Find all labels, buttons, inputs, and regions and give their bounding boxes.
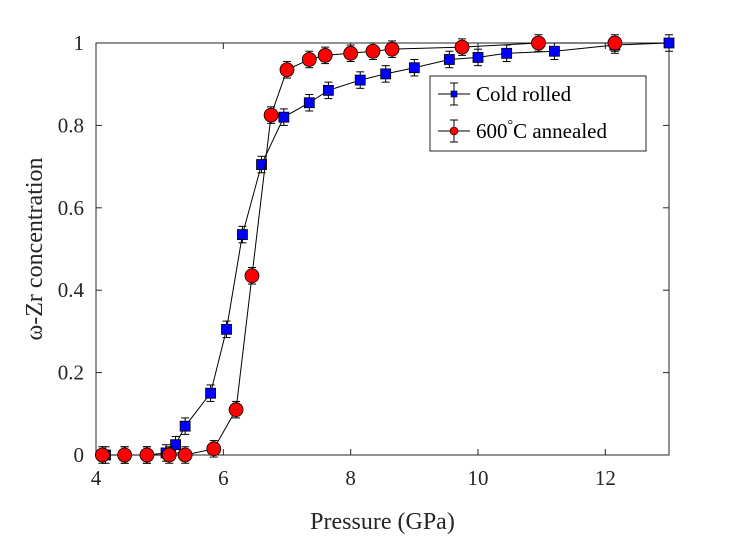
legend-box <box>429 75 647 152</box>
legend-label-annealed: 600°C annealed <box>476 118 607 143</box>
data-point-annealed <box>263 107 279 123</box>
data-point-cold-rolled <box>549 45 560 57</box>
data-point-annealed <box>244 268 260 284</box>
data-point-cold-rolled <box>170 439 181 451</box>
y-tick-label: 1 <box>74 31 85 55</box>
data-point-cold-rolled <box>380 68 392 80</box>
legend-label-degree-sup: ° <box>508 118 514 133</box>
data-point-cold-rolled <box>354 74 366 86</box>
y-tick-label: 0.2 <box>58 361 84 385</box>
data-point-cold-rolled <box>205 387 217 399</box>
legend: Cold rolled 600°C annealed <box>429 75 647 152</box>
data-point-cold-rolled <box>179 420 191 432</box>
y-tick-label: 0.4 <box>58 278 85 302</box>
data-point-annealed <box>228 402 244 418</box>
data-point-cold-rolled <box>278 111 290 123</box>
data-point-cold-rolled <box>501 47 513 59</box>
data-point-cold-rolled <box>443 54 455 65</box>
data-point-cold-rolled <box>256 159 267 170</box>
series-layer <box>94 34 675 464</box>
data-point-annealed <box>343 45 359 61</box>
data-point-annealed <box>531 35 546 51</box>
data-point-cold-rolled <box>221 323 232 335</box>
y-tick-label: 0.8 <box>58 113 84 137</box>
x-axis: 4 6 8 10 12 <box>91 43 616 490</box>
data-point-annealed <box>279 62 295 78</box>
data-point-annealed <box>139 447 155 463</box>
y-tick-label: 0 <box>74 443 85 467</box>
legend-label-annealed-suffix: C annealed <box>513 119 607 143</box>
legend-entry-annealed <box>438 119 470 143</box>
data-point-annealed <box>177 447 193 463</box>
x-tick-label: 10 <box>468 466 489 490</box>
data-point-annealed <box>365 43 381 59</box>
x-tick-label: 8 <box>345 466 356 490</box>
series-annealed <box>94 34 623 464</box>
data-point-annealed <box>117 447 133 463</box>
y-axis-title: ω-Zr concentration <box>22 157 48 340</box>
data-point-cold-rolled <box>303 97 315 109</box>
y-tick-label: 0.6 <box>58 196 84 220</box>
data-point-annealed <box>317 47 333 63</box>
x-axis-title: Pressure (GPa) <box>310 509 455 535</box>
data-point-annealed <box>454 39 470 55</box>
data-point-annealed <box>384 41 400 57</box>
x-tick-label: 4 <box>91 466 102 490</box>
data-point-cold-rolled <box>408 62 420 74</box>
x-tick-label: 12 <box>595 466 616 490</box>
legend-label-cold-rolled: Cold rolled <box>476 82 572 106</box>
legend-entry-cold-rolled <box>438 82 470 106</box>
y-axis: 0 0.2 0.4 0.6 0.8 1 <box>58 31 669 467</box>
data-point-annealed <box>161 447 177 463</box>
data-point-annealed <box>301 52 317 67</box>
legend-marker <box>449 126 459 136</box>
data-point-cold-rolled <box>472 52 484 63</box>
data-point-cold-rolled <box>322 84 334 96</box>
data-point-annealed <box>607 35 623 51</box>
data-point-cold-rolled <box>663 37 675 49</box>
data-point-cold-rolled <box>237 229 248 240</box>
data-point-annealed <box>206 441 222 457</box>
legend-label-annealed-value: 600 <box>476 119 508 143</box>
x-tick-label: 6 <box>218 466 229 490</box>
legend-marker <box>450 90 458 98</box>
data-point-annealed <box>94 447 110 463</box>
